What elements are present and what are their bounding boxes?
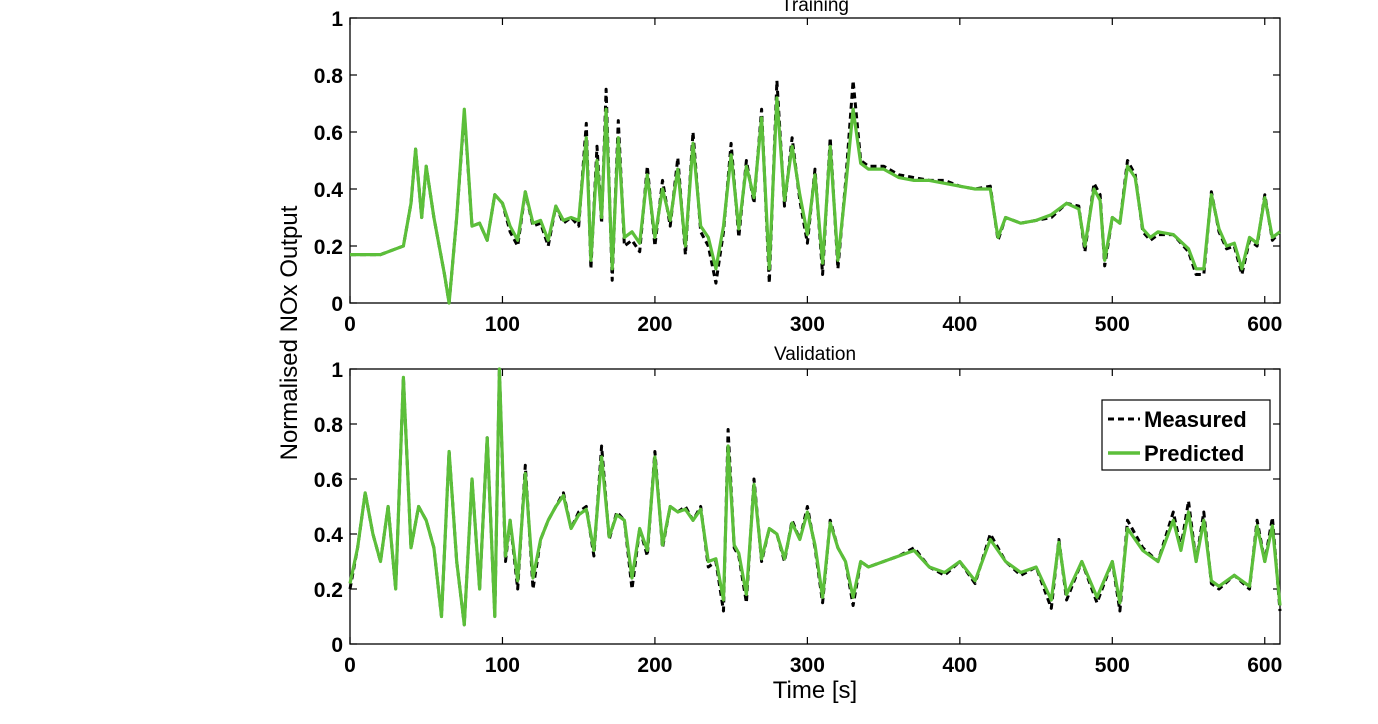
validation-ytick-label: 0.6	[314, 469, 343, 492]
legend-box	[1101, 399, 1271, 471]
training-xtick-label: 300	[790, 313, 825, 336]
validation-ytick-label: 0.2	[314, 579, 343, 602]
validation-ytick-label: 0	[331, 634, 343, 657]
validation-panel: 0 100 200 300 400 500 600 0 0.2 0.4 0.6 0.8 1	[314, 359, 1282, 677]
validation-title: Validation	[774, 344, 856, 365]
training-ytick-label: 0.8	[314, 65, 344, 88]
validation-ytick-label: 0.4	[314, 524, 344, 547]
validation-xtick-label: 100	[485, 654, 520, 677]
validation-xtick-label: 200	[637, 654, 672, 677]
legend: Measured Predicted	[1101, 399, 1271, 471]
validation-ytick-label: 0.8	[314, 414, 344, 437]
training-title: Training	[781, 0, 849, 16]
validation-xtick-label: 0	[344, 654, 356, 677]
training-xtick-label: 500	[1095, 313, 1130, 336]
training-ytick-label: 0.4	[314, 179, 344, 202]
training-predicted-series	[350, 96, 1281, 305]
validation-xtick-label: 300	[790, 654, 825, 677]
validation-predicted-series	[348, 367, 1282, 627]
training-ytick-label: 0.2	[314, 236, 343, 259]
training-xtick-label: 0	[344, 313, 356, 336]
training-axes-frame	[349, 17, 1281, 304]
training-measured-series	[350, 79, 1282, 305]
legend-measured-label: Measured	[1144, 407, 1247, 432]
training-panel: 0 100 200 300 400 500 600 0 0.2 0.4 0.6 0.8 1	[314, 8, 1282, 336]
validation-xtick-label: 500	[1095, 654, 1130, 677]
training-xtick-label: 600	[1247, 313, 1282, 336]
validation-xtick-label: 400	[942, 654, 977, 677]
validation-ytick-label: 1	[331, 359, 343, 382]
training-ytick-label: 0.6	[314, 122, 343, 145]
validation-xtick-label: 600	[1247, 654, 1282, 677]
x-axis-label: Time [s]	[773, 677, 857, 704]
training-xtick-label: 400	[942, 313, 977, 336]
y-axis-label: Normalised NOx Output	[276, 205, 303, 460]
training-xtick-label: 100	[485, 313, 520, 336]
training-xtick-label: 200	[637, 313, 672, 336]
training-ytick-label: 1	[331, 8, 343, 31]
training-ytick-label: 0	[331, 293, 343, 316]
legend-predicted-label: Predicted	[1144, 441, 1244, 466]
validation-axes-frame	[349, 368, 1281, 645]
